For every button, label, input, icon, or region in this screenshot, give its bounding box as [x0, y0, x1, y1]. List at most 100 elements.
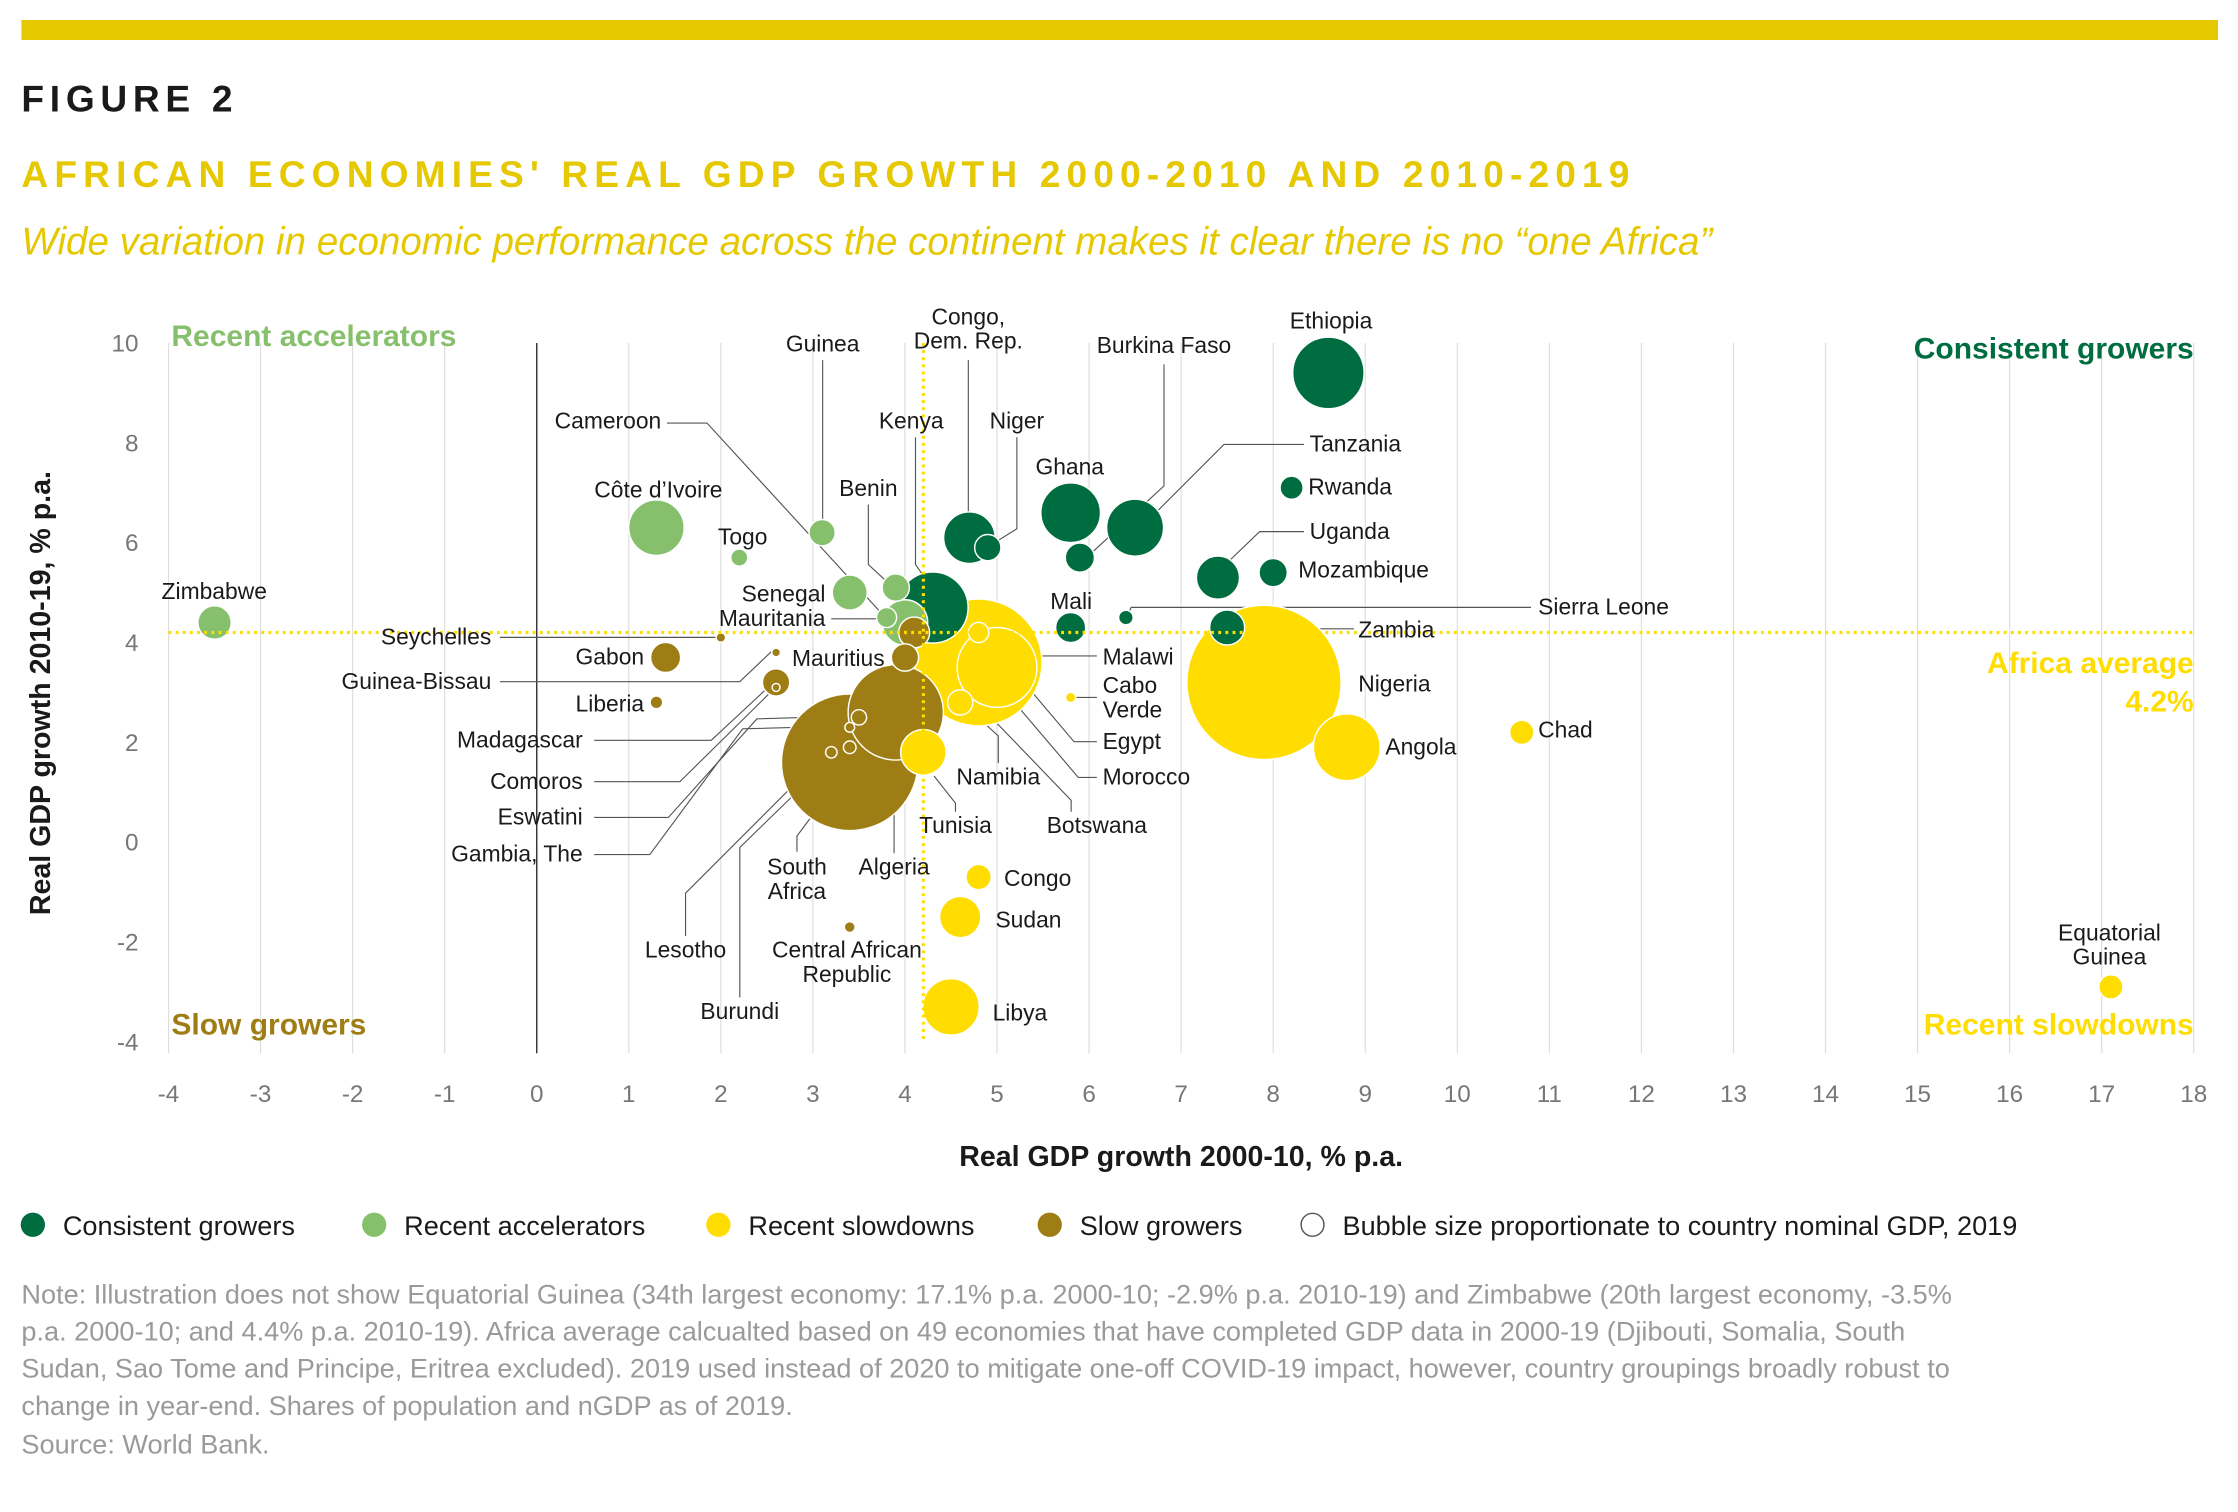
x-tick-label: 16 — [1996, 1081, 2023, 1108]
leader-line — [666, 422, 884, 615]
leader-line — [1126, 606, 1532, 618]
country-label-line: Guinea — [786, 331, 860, 357]
average-label: Africa average — [1987, 647, 2194, 680]
leader-line — [796, 818, 811, 852]
leader-line — [684, 749, 829, 937]
country-label-line: Cameroon — [555, 408, 662, 434]
leader-line — [867, 504, 889, 584]
country-label-line: Congo, — [932, 303, 1006, 329]
country-label: Mauritania — [719, 605, 826, 631]
bubble — [1312, 713, 1381, 782]
quadrant-top-left: Recent accelerators — [171, 320, 456, 353]
legend-label: Recent slowdowns — [748, 1210, 974, 1241]
country-label: Sudan — [995, 906, 1061, 932]
country-label-line: Egypt — [1103, 728, 1162, 754]
country-label-line: Rwanda — [1308, 473, 1392, 499]
grid — [167, 342, 2195, 1054]
country-label: Tanzania — [1310, 431, 1402, 457]
country-label-line: Gambia, The — [451, 841, 583, 867]
source: Source: World Bank. — [21, 1428, 269, 1459]
country-label-line: Ghana — [1035, 453, 1104, 479]
country-label-line: Algeria — [859, 854, 930, 880]
bubble — [1279, 475, 1304, 500]
x-tick-label: -3 — [250, 1081, 272, 1108]
country-label-line: Madagascar — [457, 726, 583, 752]
country-label-line: Nigeria — [1358, 671, 1431, 697]
y-tick-label: 10 — [112, 331, 139, 358]
country-label: Libya — [993, 999, 1048, 1025]
country-label-line: Mali — [1050, 588, 1092, 614]
country-label-line: Tunisia — [919, 812, 992, 838]
country-label: Nigeria — [1358, 671, 1431, 697]
legend-swatch — [362, 1212, 387, 1237]
country-label: Mali — [1050, 588, 1092, 614]
bubble — [1195, 555, 1241, 600]
figure-label: FIGURE 2 — [21, 77, 238, 119]
bubble — [875, 606, 898, 629]
bubble — [627, 499, 685, 557]
country-label-line: Seychelles — [381, 624, 491, 650]
country-label-line: Republic — [802, 961, 891, 987]
country-label-line: Ethiopia — [1290, 308, 1373, 334]
country-label-line: Namibia — [956, 764, 1040, 790]
country-label-line: Benin — [839, 475, 897, 501]
legend-swatch — [20, 1212, 45, 1237]
x-tick-label: 2 — [714, 1081, 727, 1108]
country-label-line: Central African — [772, 936, 922, 962]
x-tick-label: 14 — [1812, 1081, 1839, 1108]
country-label: Mauritius — [792, 645, 885, 671]
country-label: Tunisia — [919, 812, 992, 838]
country-label-line: Comoros — [490, 768, 583, 794]
leader-line — [1153, 443, 1304, 515]
bubble — [771, 647, 782, 658]
x-tick-label: -2 — [342, 1081, 364, 1108]
x-tick-label: 17 — [2088, 1081, 2115, 1108]
country-label: Botswana — [1047, 812, 1148, 838]
bubble — [715, 632, 727, 643]
country-label-line: Congo — [1004, 865, 1071, 891]
legend-swatch — [706, 1212, 731, 1237]
x-tick-label: 10 — [1444, 1081, 1471, 1108]
quadrant-bottom-right: Recent slowdowns — [1924, 1009, 2194, 1042]
bubble — [771, 682, 781, 693]
x-tick-label: 18 — [2180, 1081, 2207, 1108]
country-label: Comoros — [490, 768, 583, 794]
country-label-line: Tanzania — [1310, 431, 1402, 457]
country-label-line: Togo — [718, 523, 768, 549]
country-label-line: Mauritius — [792, 645, 885, 671]
x-tick-label: 8 — [1266, 1081, 1279, 1108]
y-tick-label: -4 — [117, 1029, 139, 1056]
x-tick-label: -1 — [434, 1081, 456, 1108]
country-label-line: Equatorial — [2058, 919, 2161, 945]
legend-item: Recent accelerators — [362, 1210, 645, 1241]
country-label-line: Morocco — [1103, 764, 1191, 790]
bubble — [922, 977, 980, 1036]
x-tick-label: 6 — [1082, 1081, 1095, 1108]
note: Note: Illustration does not show Equator… — [21, 1278, 1951, 1459]
bubble — [938, 895, 982, 939]
x-tick-label: 12 — [1628, 1081, 1655, 1108]
country-label: Malawi — [1103, 644, 1174, 670]
country-label: Algeria — [859, 854, 930, 880]
country-label: Zambia — [1358, 616, 1434, 642]
country-label: Congo, Dem. Rep. — [914, 303, 1023, 353]
legend-size-icon — [1300, 1212, 1325, 1237]
bubble — [843, 920, 856, 934]
bubble — [890, 643, 920, 672]
country-label: Cameroon — [555, 408, 662, 434]
country-label: Central African Republic — [772, 936, 922, 986]
chart-title: AFRICAN ECONOMIES' REAL GDP GROWTH 2000-… — [21, 153, 1635, 195]
country-label-line: Uganda — [1310, 518, 1390, 544]
leader-line — [993, 437, 1018, 544]
accent-bar — [21, 20, 2219, 41]
quadrant-top-right: Consistent growers — [1914, 333, 2194, 366]
bubble — [649, 695, 664, 710]
quadrant-bottom-left: Slow growers — [171, 1009, 366, 1042]
country-label: Congo — [1004, 865, 1071, 891]
bubble — [1064, 691, 1077, 704]
legend-item: Recent slowdowns — [706, 1210, 974, 1241]
leader-line — [594, 686, 776, 783]
country-label: Ghana — [1035, 453, 1104, 479]
note-line: Note: Illustration does not show Equator… — [21, 1278, 1951, 1309]
average-lines — [168, 342, 2194, 1042]
